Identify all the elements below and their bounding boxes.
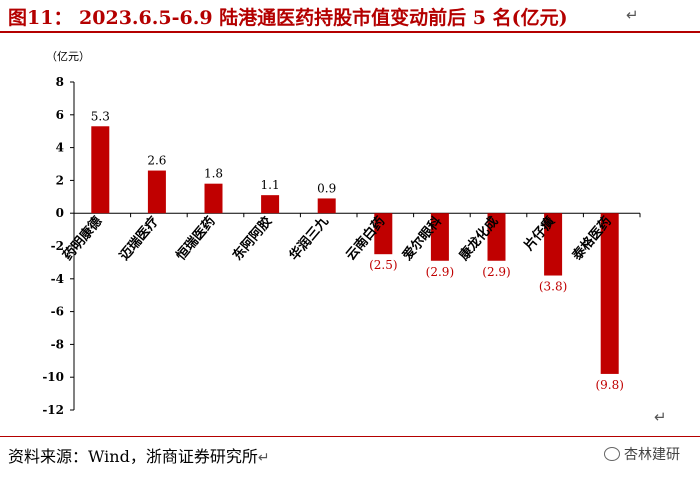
bar — [317, 198, 336, 214]
wechat-icon — [604, 447, 620, 461]
y-tick-label: -2 — [51, 239, 64, 253]
y-tick-label: 8 — [56, 75, 64, 89]
x-category-label: 华润三九 — [286, 213, 332, 263]
data-label: 2.6 — [147, 154, 166, 168]
bar — [374, 213, 393, 255]
y-unit-label: （亿元） — [46, 50, 90, 63]
data-label: (3.8) — [539, 280, 567, 294]
x-category-label: 药明康德 — [60, 213, 106, 263]
y-tick-label: -4 — [51, 272, 64, 286]
source-text: 资料来源：Wind，浙商证券研究所 — [8, 447, 258, 466]
watermark-text: 杏林建研 — [624, 447, 680, 463]
data-label: (9.8) — [595, 378, 623, 392]
footer-divider — [0, 436, 700, 437]
data-label: 0.9 — [317, 181, 336, 195]
bar — [544, 213, 563, 276]
return-icon: ↵ — [654, 408, 667, 426]
bar — [487, 213, 506, 261]
data-label: 1.1 — [261, 178, 280, 192]
source-note: 资料来源：Wind，浙商证券研究所↵ — [8, 443, 270, 467]
x-category-label: 东阿阿胶 — [229, 213, 275, 263]
data-label: 5.3 — [91, 109, 110, 123]
x-category-label: 恒瑞医药 — [173, 213, 219, 263]
y-tick-label: 6 — [56, 108, 64, 122]
return-icon: ↵ — [626, 6, 639, 24]
y-tick-label: 2 — [56, 173, 64, 187]
y-tick-label: 4 — [56, 141, 64, 155]
return-icon: ↵ — [257, 450, 270, 466]
bar-chart: （亿元） 8 6 4 2 0 -2 -4 -6 -8 -10 -12 5.3 药明康德 2.6 迈瑞医疗 1.8… — [42, 50, 641, 417]
bar — [600, 213, 619, 374]
bar — [91, 126, 110, 214]
title-divider — [0, 31, 700, 33]
y-tick-label: -12 — [42, 403, 64, 417]
data-label: (2.9) — [426, 265, 454, 279]
bar — [147, 170, 166, 214]
y-tick-label: -8 — [51, 337, 64, 351]
bar — [204, 183, 223, 214]
data-label: 1.8 — [204, 167, 223, 181]
figure-title: 图11： 2023.6.5-6.9 陆港通医药持股市值变动前后 5 名(亿元) — [8, 7, 568, 29]
data-label: (2.5) — [369, 258, 397, 272]
title-bar: 图11： 2023.6.5-6.9 陆港通医药持股市值变动前后 5 名(亿元) … — [0, 0, 700, 32]
y-tick-label: -6 — [51, 305, 64, 319]
bar — [430, 213, 449, 261]
x-category-label: 迈瑞医疗 — [116, 213, 162, 263]
bar — [261, 195, 280, 214]
y-tick-label: -10 — [42, 370, 64, 384]
y-tick-label: 0 — [56, 206, 64, 220]
data-label: (2.9) — [482, 265, 510, 279]
watermark: 杏林建研 — [604, 444, 680, 464]
